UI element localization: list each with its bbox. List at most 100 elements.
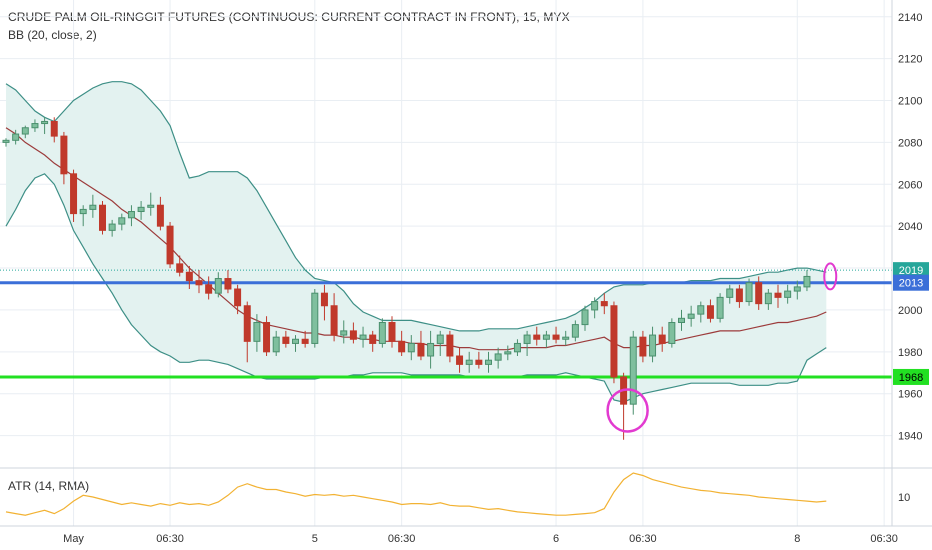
- atr-pane: [0, 467, 932, 527]
- candle: [166, 221, 174, 269]
- candle: [311, 288, 319, 348]
- atr-tick-label: 10: [898, 492, 910, 504]
- candle-body: [243, 305, 251, 342]
- candle-body: [465, 359, 473, 365]
- candle-body: [378, 322, 386, 344]
- price-tick-label: 1960: [898, 389, 922, 401]
- candle-body: [562, 336, 570, 340]
- candle: [41, 117, 49, 135]
- candle-body: [610, 305, 618, 378]
- candle: [668, 318, 676, 348]
- candle: [195, 270, 203, 294]
- candle-body: [542, 334, 550, 340]
- candle: [513, 339, 521, 357]
- candle-body: [629, 336, 637, 405]
- candle: [417, 330, 425, 361]
- candle-body: [475, 359, 483, 365]
- candle: [639, 330, 647, 363]
- atr-indicator-label[interactable]: ATR (14, RMA): [8, 479, 90, 493]
- candle-body: [687, 313, 695, 319]
- candle-body: [185, 271, 193, 282]
- candle: [494, 347, 502, 369]
- annotation-markers: [606, 262, 838, 433]
- candle: [378, 318, 386, 348]
- candle-body: [127, 211, 135, 219]
- candle: [263, 316, 271, 357]
- atr-line: [5, 472, 827, 516]
- candle-body: [697, 305, 705, 315]
- candle: [137, 201, 145, 220]
- candle-body: [504, 351, 512, 355]
- time-tick-label: 06:30: [388, 533, 416, 545]
- candle: [504, 345, 512, 361]
- candle-body: [417, 342, 425, 357]
- candle: [79, 205, 87, 227]
- candle-body: [282, 336, 290, 344]
- horizontal-lines: [0, 269, 892, 379]
- candle: [127, 205, 135, 227]
- candle: [185, 265, 193, 289]
- bollinger-band-fill: [6, 81, 827, 403]
- candle: [21, 125, 29, 139]
- candle-body: [678, 317, 685, 324]
- time-tick-label: 06:30: [870, 533, 898, 545]
- candle-body: [793, 286, 801, 292]
- time-tick-label: 06:30: [156, 533, 184, 545]
- candle-body: [571, 324, 579, 338]
- candle-body: [89, 204, 97, 210]
- candles: [2, 117, 811, 440]
- candle-body: [803, 275, 811, 288]
- candle-body: [513, 342, 521, 353]
- candle: [803, 270, 811, 292]
- candle-body: [359, 334, 367, 340]
- candle-body: [253, 322, 261, 342]
- candle-body: [70, 173, 78, 215]
- candle-body: [552, 334, 560, 340]
- candle: [320, 284, 328, 321]
- candle: [60, 131, 68, 185]
- candle: [716, 293, 724, 323]
- candle: [89, 194, 97, 218]
- candle-body: [716, 296, 724, 319]
- candle: [282, 330, 290, 348]
- candle-body: [436, 334, 444, 344]
- candle: [697, 301, 705, 323]
- candle: [359, 326, 367, 348]
- candle-body: [706, 305, 714, 319]
- candle: [581, 305, 589, 331]
- candle: [330, 293, 338, 342]
- candle-body: [427, 342, 435, 357]
- candle-body: [600, 301, 608, 307]
- price-label-blue-bg: [893, 274, 929, 291]
- candle: [2, 138, 10, 147]
- candle-body: [176, 263, 184, 273]
- candle: [456, 347, 464, 373]
- candle: [793, 280, 801, 300]
- candle: [687, 305, 695, 327]
- candle-body: [214, 278, 222, 294]
- candle: [562, 330, 570, 346]
- candle-body: [340, 330, 348, 336]
- candle-body: [301, 338, 309, 344]
- candle: [176, 255, 184, 277]
- candle-body: [320, 292, 328, 307]
- bollinger-upper-band: [5, 81, 827, 332]
- bollinger-basis-line: [5, 127, 827, 351]
- price-label-dotted: 2019: [899, 265, 923, 277]
- candle: [349, 322, 357, 344]
- time-tick-label: May: [63, 533, 84, 545]
- candle-body: [99, 204, 106, 231]
- candle: [735, 284, 743, 308]
- candle: [340, 320, 348, 344]
- bb-indicator-label[interactable]: BB (20, close, 2): [8, 28, 97, 42]
- candle: [118, 213, 126, 231]
- bollinger-lower-band: [5, 173, 827, 403]
- candle-body: [649, 334, 657, 357]
- price-tick-label: 2060: [898, 179, 922, 191]
- price-tick-label: 2080: [898, 137, 922, 149]
- price-label-green-bg: [893, 368, 929, 385]
- candle-body: [764, 292, 772, 305]
- candle: [774, 284, 782, 308]
- candle-body: [668, 322, 676, 344]
